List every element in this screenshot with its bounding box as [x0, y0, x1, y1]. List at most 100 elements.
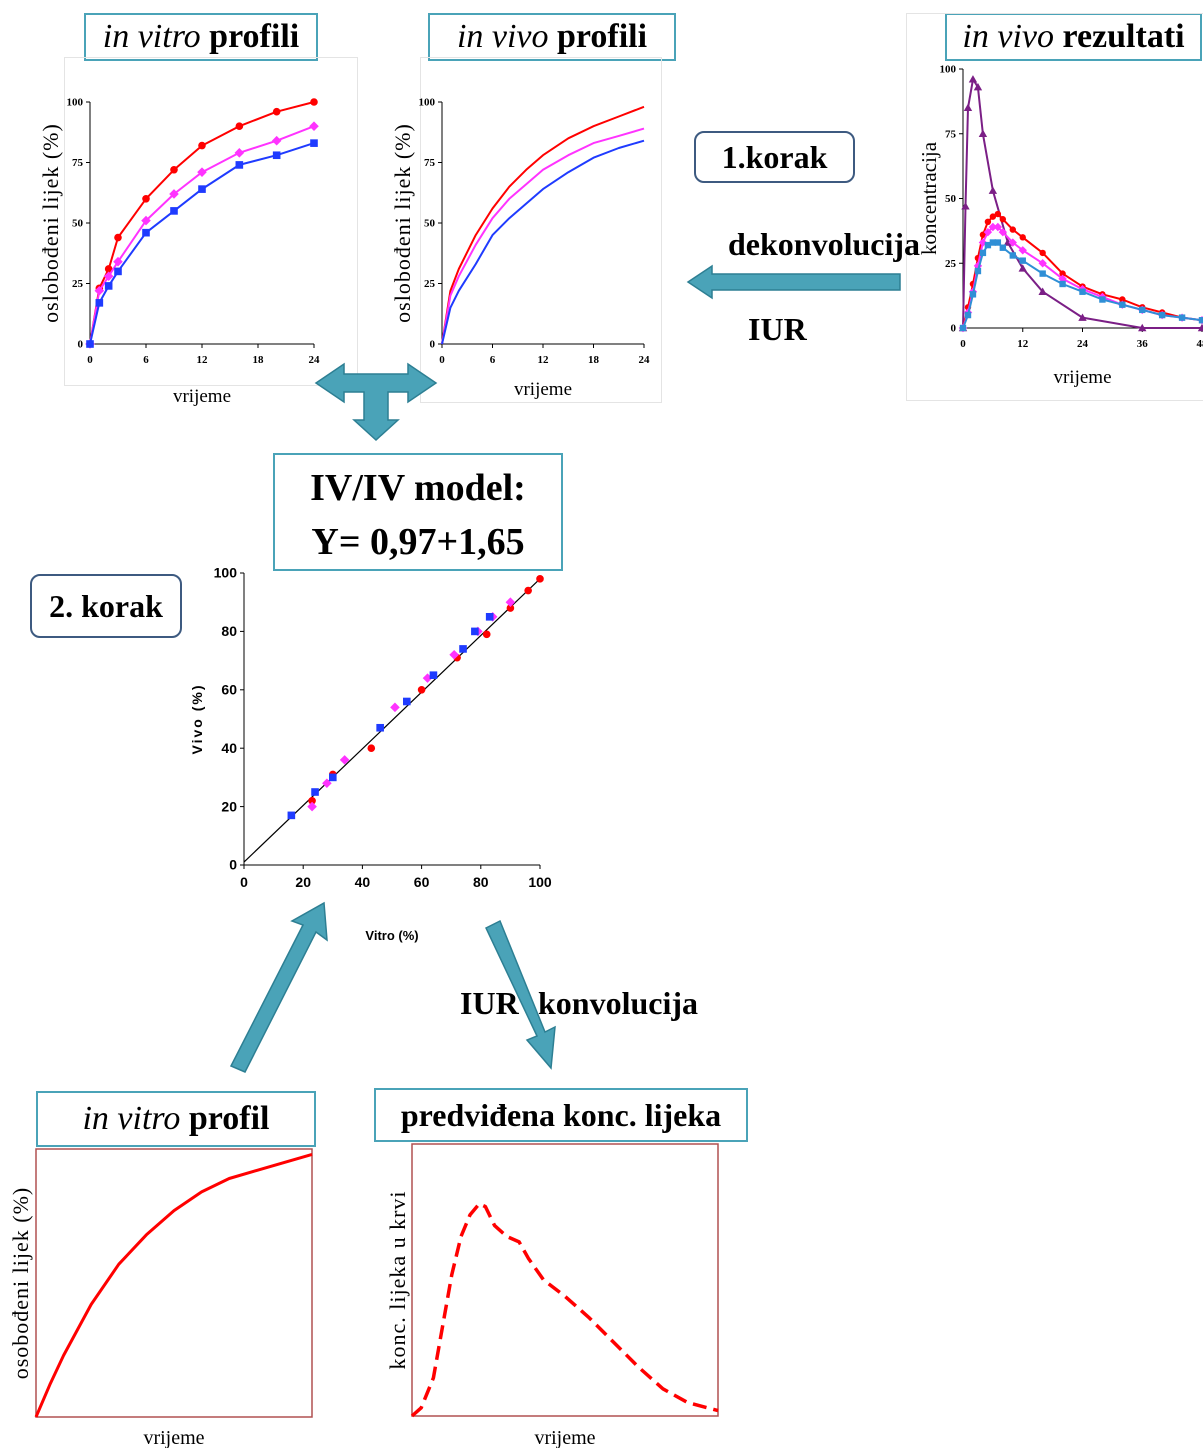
y-tick-label: 100	[940, 64, 957, 76]
title-vivo-results-rest: rezultati	[1053, 18, 1185, 55]
x-tick-label: 0	[240, 874, 248, 890]
series-blue-point	[86, 340, 94, 348]
y-tick-label: 50	[945, 193, 957, 205]
y-axis-label: konc. lijeka u krvi	[385, 1190, 410, 1369]
title-vivo-results-em: in vivo	[962, 18, 1054, 55]
series-lightblue-point	[1009, 252, 1016, 259]
series-red-point	[235, 122, 244, 130]
series-lightblue-point	[1198, 317, 1203, 324]
x-tick-label: 60	[414, 874, 430, 890]
series-red-point	[308, 796, 316, 805]
step1-label: 1.korak	[721, 139, 828, 175]
series-lightblue-point	[1139, 306, 1146, 314]
series-blue-point	[104, 282, 113, 290]
down-arrow-icon	[485, 919, 556, 1070]
series-red-point	[989, 213, 997, 220]
series-red-point	[536, 575, 544, 583]
series-purple-point	[988, 186, 998, 194]
title-vivo-profiles-em: in vivo	[456, 18, 549, 55]
series-red-point	[272, 107, 281, 116]
chart-vitro-profile: vrijeme osobođeni lijek (%)	[8, 1148, 313, 1448]
series-magenta-point	[103, 271, 114, 282]
x-tick-label: 12	[197, 354, 209, 366]
series-blue-point	[170, 207, 178, 215]
deconvolution-arrow-icon	[686, 264, 901, 300]
series-red-point	[1039, 249, 1046, 257]
series-purple-point	[1018, 264, 1027, 272]
y-tick-label: 100	[214, 565, 238, 581]
x-tick-label: 24	[1077, 338, 1089, 350]
y-tick-label: 20	[221, 798, 237, 814]
series-purple-point	[1138, 323, 1147, 332]
series-blue-point	[429, 671, 438, 679]
series-lightblue-point	[994, 239, 1002, 246]
convolution-label: konvolucija	[538, 985, 699, 1021]
series-purple-point	[973, 82, 983, 91]
x-tick-label: 18	[253, 354, 265, 366]
series-lightblue-point	[959, 324, 967, 332]
deconvolution-label: dekonvolucija	[728, 226, 921, 262]
chart-vivo-results-frame	[906, 13, 1203, 401]
series-red-line	[441, 105, 645, 345]
series-lightblue-point	[1119, 301, 1126, 308]
series-magenta-point	[94, 285, 105, 296]
series-purple-point	[1078, 313, 1087, 321]
x-tick-label: 12	[538, 354, 550, 366]
series-lightblue-point	[1079, 288, 1086, 295]
y-tick-label: 75	[945, 128, 957, 140]
x-axis-label: vrijeme	[1053, 367, 1111, 388]
series-red-line	[89, 101, 315, 345]
y-tick-label: 40	[221, 740, 237, 756]
x-tick-label: 12	[1017, 338, 1029, 350]
plot-frame	[411, 1143, 719, 1417]
x-tick-label: 36	[1137, 338, 1149, 350]
series-lightblue-point	[989, 239, 997, 246]
y-tick-label: 0	[229, 857, 237, 873]
series-blue-point	[142, 228, 150, 237]
title-vivo-profiles-rest: profili	[548, 18, 648, 55]
iur-bottom-label: IUR	[460, 985, 519, 1021]
y-axis-label: oslobođeni lijek (%)	[390, 123, 415, 323]
y-axis-label: oslobođeni lijek (%)	[38, 123, 63, 323]
series-blue-point	[376, 723, 384, 732]
series-red-point	[142, 195, 150, 203]
series-lightblue-point	[1059, 280, 1066, 288]
series-purple-point	[978, 129, 988, 137]
y-tick-label: 0	[78, 339, 84, 351]
y-tick-label: 25	[945, 258, 957, 270]
series-red-line	[34, 1152, 313, 1418]
y-tick-label: 50	[424, 218, 436, 230]
x-axis-label: vrijeme	[173, 386, 231, 407]
series-blue-line	[441, 139, 645, 345]
series-purple-point	[1038, 287, 1047, 295]
chart-iviv: 0 20 40 60 80 100 0 20 40 60 80 100 Vitro (%) Vivo (%…	[189, 565, 552, 943]
model-box: IV/IV model: Y= 0,97+1,65	[273, 453, 563, 571]
series-purple-point	[968, 75, 978, 83]
series-red-point	[1119, 296, 1126, 303]
series-red-point	[310, 98, 318, 106]
series-red-point	[170, 165, 178, 174]
title-vitro-profiles: in vitro profili	[84, 13, 318, 61]
series-magenta-line	[441, 127, 645, 345]
title-vivo-profiles: in vivo profili	[428, 13, 676, 61]
x-tick-label: 6	[490, 354, 496, 366]
series-blue-point	[459, 645, 467, 653]
title-vitro-profiles-rest: profili	[200, 18, 300, 55]
model-line2: Y= 0,97+1,65	[311, 521, 525, 563]
y-axis-label: osobođeni lijek (%)	[8, 1187, 33, 1380]
series-red-point	[506, 604, 515, 612]
y-tick-label: 100	[419, 97, 436, 109]
series-blue-point	[471, 627, 479, 636]
series-magenta-point	[505, 597, 516, 607]
model-line1: IV/IV model:	[310, 467, 526, 509]
series-blue-point	[235, 161, 244, 169]
x-axis-label: vrijeme	[514, 379, 572, 400]
series-blue-point	[272, 151, 281, 160]
series-red-point	[104, 265, 113, 273]
chart-vivo-profiles-frame	[420, 57, 662, 403]
series-lightblue-point	[979, 249, 987, 257]
chart-vitro-profiles: 0 6 12 18 24 0 25 50 75 100 vrijeme oslobođeni lije…	[38, 97, 320, 407]
series-red-point	[114, 233, 122, 242]
y-tick-label: 100	[67, 97, 84, 109]
